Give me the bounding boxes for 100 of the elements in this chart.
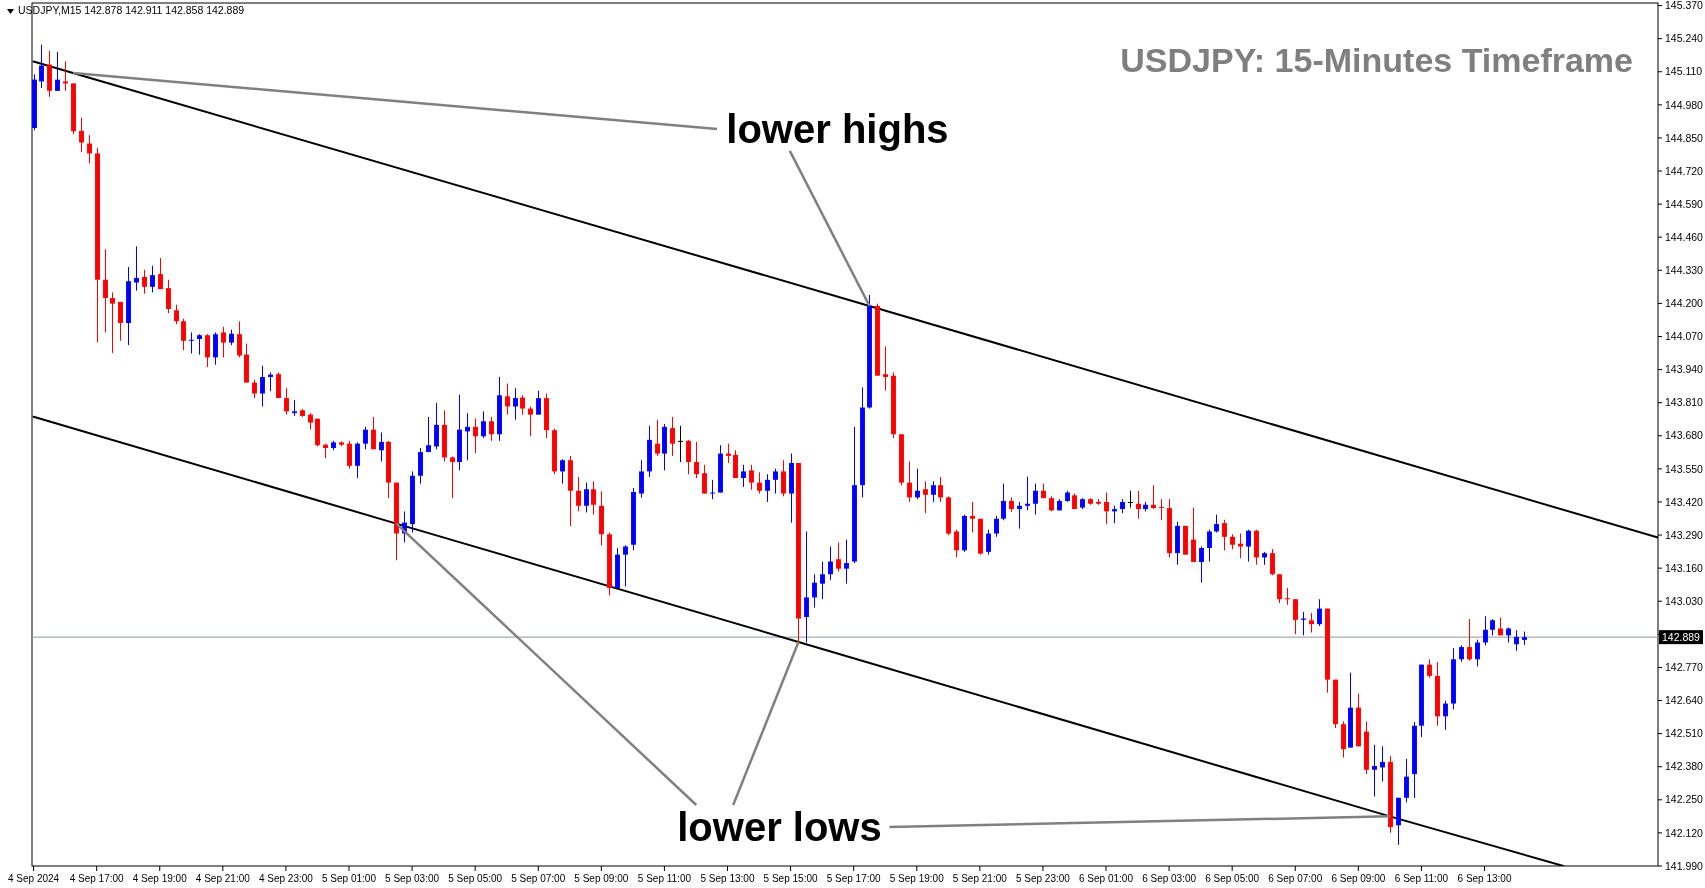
candlestick <box>938 476 943 503</box>
candlestick <box>1238 533 1243 559</box>
candlestick <box>804 530 809 643</box>
candlestick <box>584 482 589 513</box>
candlestick <box>1317 598 1322 627</box>
candlestick <box>276 371 281 399</box>
candlestick <box>221 326 226 358</box>
candlestick <box>694 441 699 479</box>
candlestick <box>923 480 928 514</box>
candlestick <box>79 117 84 153</box>
candlestick <box>781 459 786 497</box>
candlestick <box>1104 492 1109 525</box>
candlestick <box>371 416 376 450</box>
y-tick-label: 143.030 <box>1665 594 1704 607</box>
candlestick <box>710 479 715 500</box>
x-tick-label: 6 Sep 11:00 <box>1394 873 1449 884</box>
candlestick <box>986 529 991 556</box>
candlestick <box>1025 476 1030 511</box>
candlestick <box>489 416 494 442</box>
candlestick <box>450 455 455 499</box>
y-tick-label: 143.940 <box>1665 363 1704 376</box>
candlestick <box>1309 612 1314 634</box>
y-tick-label: 142.510 <box>1665 727 1704 740</box>
candlestick <box>1033 483 1038 516</box>
y-tick-label: 145.370 <box>1665 0 1704 12</box>
y-tick-label: 144.070 <box>1665 330 1704 343</box>
annotation: lower lows <box>677 804 882 849</box>
candlestick <box>655 419 660 457</box>
y-tick-label: 143.160 <box>1665 561 1704 574</box>
x-tick-label: 5 Sep 15:00 <box>763 873 818 884</box>
candlestick <box>536 390 541 416</box>
candlestick <box>379 431 384 462</box>
candlestick <box>505 383 510 416</box>
x-tick-label: 4 Sep 21:00 <box>195 873 251 884</box>
candlestick <box>1001 483 1006 521</box>
candlestick <box>812 573 817 609</box>
candlestick <box>426 416 431 453</box>
candlestick <box>907 460 912 503</box>
y-tick-label: 144.460 <box>1665 230 1704 243</box>
candlestick <box>205 333 210 368</box>
candlestick <box>197 333 202 356</box>
candlestick <box>820 561 825 600</box>
x-tick-label: 5 Sep 13:00 <box>700 873 755 884</box>
candlestick <box>1380 745 1385 782</box>
candlestick <box>1372 744 1377 797</box>
ref-line-label: 142.889 <box>1662 630 1701 643</box>
x-tick-label: 5 Sep 05:00 <box>448 873 503 884</box>
x-tick-label: 5 Sep 17:00 <box>826 873 882 884</box>
candlestick <box>1293 598 1298 635</box>
candlestick <box>528 406 533 437</box>
candlestick <box>1483 615 1488 646</box>
candlestick <box>733 449 738 479</box>
y-tick-label: 144.850 <box>1665 131 1704 144</box>
y-tick-label: 142.770 <box>1665 661 1704 674</box>
candlestick <box>749 464 754 491</box>
candlestick <box>1151 484 1156 510</box>
candlestick <box>513 387 518 421</box>
candlestick <box>757 471 762 495</box>
candlestick <box>260 365 265 407</box>
y-tick-label: 142.250 <box>1665 793 1704 806</box>
candlestick <box>670 416 675 457</box>
candlestick <box>166 279 171 314</box>
candlestick <box>465 412 470 461</box>
y-tick-label: 142.120 <box>1665 826 1704 839</box>
x-tick-label: 5 Sep 21:00 <box>952 873 1008 884</box>
x-tick-label: 6 Sep 07:00 <box>1268 873 1323 884</box>
candlestick <box>591 480 596 516</box>
candlestick <box>702 464 707 495</box>
candlestick <box>158 257 163 290</box>
candlestick <box>1475 639 1480 667</box>
candlestick <box>1514 629 1519 652</box>
x-tick-label: 6 Sep 13:00 <box>1457 873 1512 884</box>
y-tick-label: 143.290 <box>1665 528 1704 541</box>
y-tick-label: 144.200 <box>1665 297 1704 310</box>
x-tick-label: 4 Sep 17:00 <box>69 873 125 884</box>
y-tick-label: 143.420 <box>1665 495 1704 508</box>
y-tick-label: 145.240 <box>1665 32 1704 45</box>
candlestick <box>1017 501 1022 530</box>
candlestick <box>268 371 273 392</box>
candlestick <box>576 476 581 512</box>
candlestick <box>1199 546 1204 584</box>
candlestick <box>55 51 60 92</box>
y-tick-label: 145.110 <box>1665 65 1703 78</box>
text: USDJPY: 15-Minutes Timeframe <box>1120 41 1633 79</box>
candlestick <box>954 529 959 558</box>
candlestick <box>1285 587 1290 606</box>
candlestick <box>150 265 155 293</box>
candlestick <box>213 331 218 366</box>
candlestick <box>686 439 691 475</box>
candlestick <box>994 515 999 538</box>
candlestick <box>1207 529 1212 563</box>
candlestick <box>560 458 565 485</box>
candlestick <box>473 418 478 454</box>
candlestick <box>1427 658 1432 679</box>
candlestick <box>931 480 936 503</box>
candlestick <box>252 379 257 399</box>
x-tick-label: 6 Sep 03:00 <box>1142 873 1197 884</box>
y-tick-label: 142.640 <box>1665 694 1704 707</box>
annotation: lower highs <box>726 106 949 151</box>
candlestick <box>103 248 108 333</box>
